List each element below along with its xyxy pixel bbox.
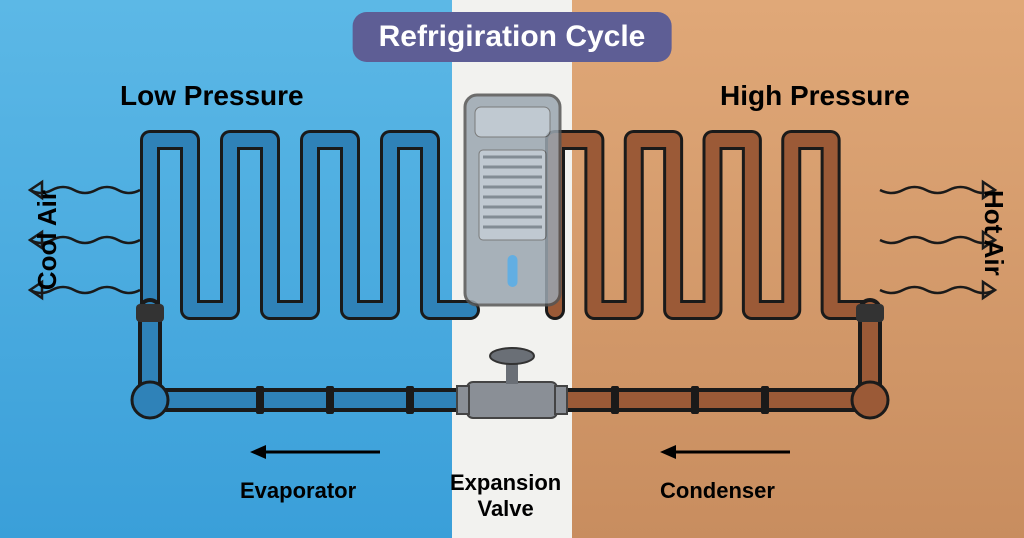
label-low-pressure: Low Pressure: [120, 80, 304, 112]
flow-arrow-head: [660, 445, 676, 459]
expansion-valve-icon: [457, 348, 567, 418]
label-hot-air: Hot Air: [978, 190, 1009, 276]
compressor-icon: [465, 95, 560, 305]
label-expansion-valve: ExpansionValve: [450, 470, 561, 522]
pipe-collar: [856, 304, 884, 322]
pipe-bottom-right: [562, 310, 870, 400]
pipe-elbow: [852, 382, 888, 418]
label-condenser: Condenser: [660, 478, 775, 504]
pipe-elbow: [132, 382, 168, 418]
pipe-joint: [326, 386, 334, 414]
label-high-pressure: High Pressure: [720, 80, 910, 112]
pipe-joint: [761, 386, 769, 414]
pipe-collar: [136, 304, 164, 322]
pipe-bottom-left: [150, 310, 462, 400]
pipe-joint: [691, 386, 699, 414]
pipe-joint: [611, 386, 619, 414]
label-cool-air: Cool Air: [32, 190, 63, 290]
pipe-joint: [256, 386, 264, 414]
pipe-joint: [406, 386, 414, 414]
air-arrowhead: [983, 282, 995, 298]
flow-arrow-head: [250, 445, 266, 459]
diagram-title: Refrigiration Cycle: [353, 12, 672, 62]
label-evaporator: Evaporator: [240, 478, 356, 504]
air-wave: [880, 287, 995, 293]
